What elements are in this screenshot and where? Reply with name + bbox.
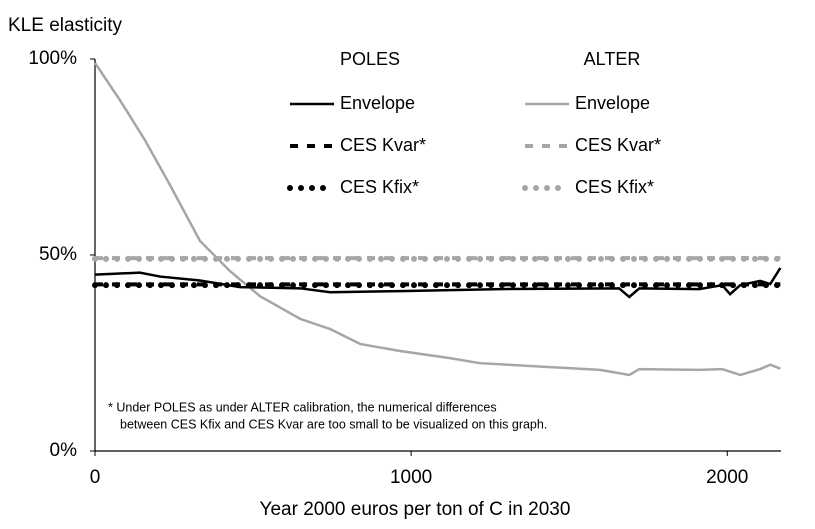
legend-label: Envelope: [340, 93, 415, 113]
x-tick-label: 1000: [390, 467, 432, 488]
x-tick-label: 2000: [706, 467, 748, 488]
legend-label: CES Kfix*: [575, 177, 654, 197]
x-tick-label: 0: [90, 467, 101, 488]
legend-label: Envelope: [575, 93, 650, 113]
legend-group-title: POLES: [340, 49, 400, 69]
legend-label: CES Kfix*: [340, 177, 419, 197]
y-axis-title: KLE elasticity: [8, 15, 123, 36]
y-tick-label: 50%: [39, 244, 77, 265]
y-tick-label: 100%: [28, 48, 77, 69]
legend-group-title: ALTER: [584, 49, 641, 69]
annotation: between CES Kfix and CES Kvar are too sm…: [120, 417, 547, 431]
series-line: [94, 267, 782, 299]
y-tick-label: 0%: [50, 440, 78, 461]
series-line: [93, 62, 781, 377]
x-axis-title: Year 2000 euros per ton of C in 2030: [260, 499, 571, 520]
annotation: * Under POLES as under ALTER calibration…: [108, 400, 497, 414]
legend-label: CES Kvar*: [575, 135, 661, 155]
legend-label: CES Kvar*: [340, 135, 426, 155]
